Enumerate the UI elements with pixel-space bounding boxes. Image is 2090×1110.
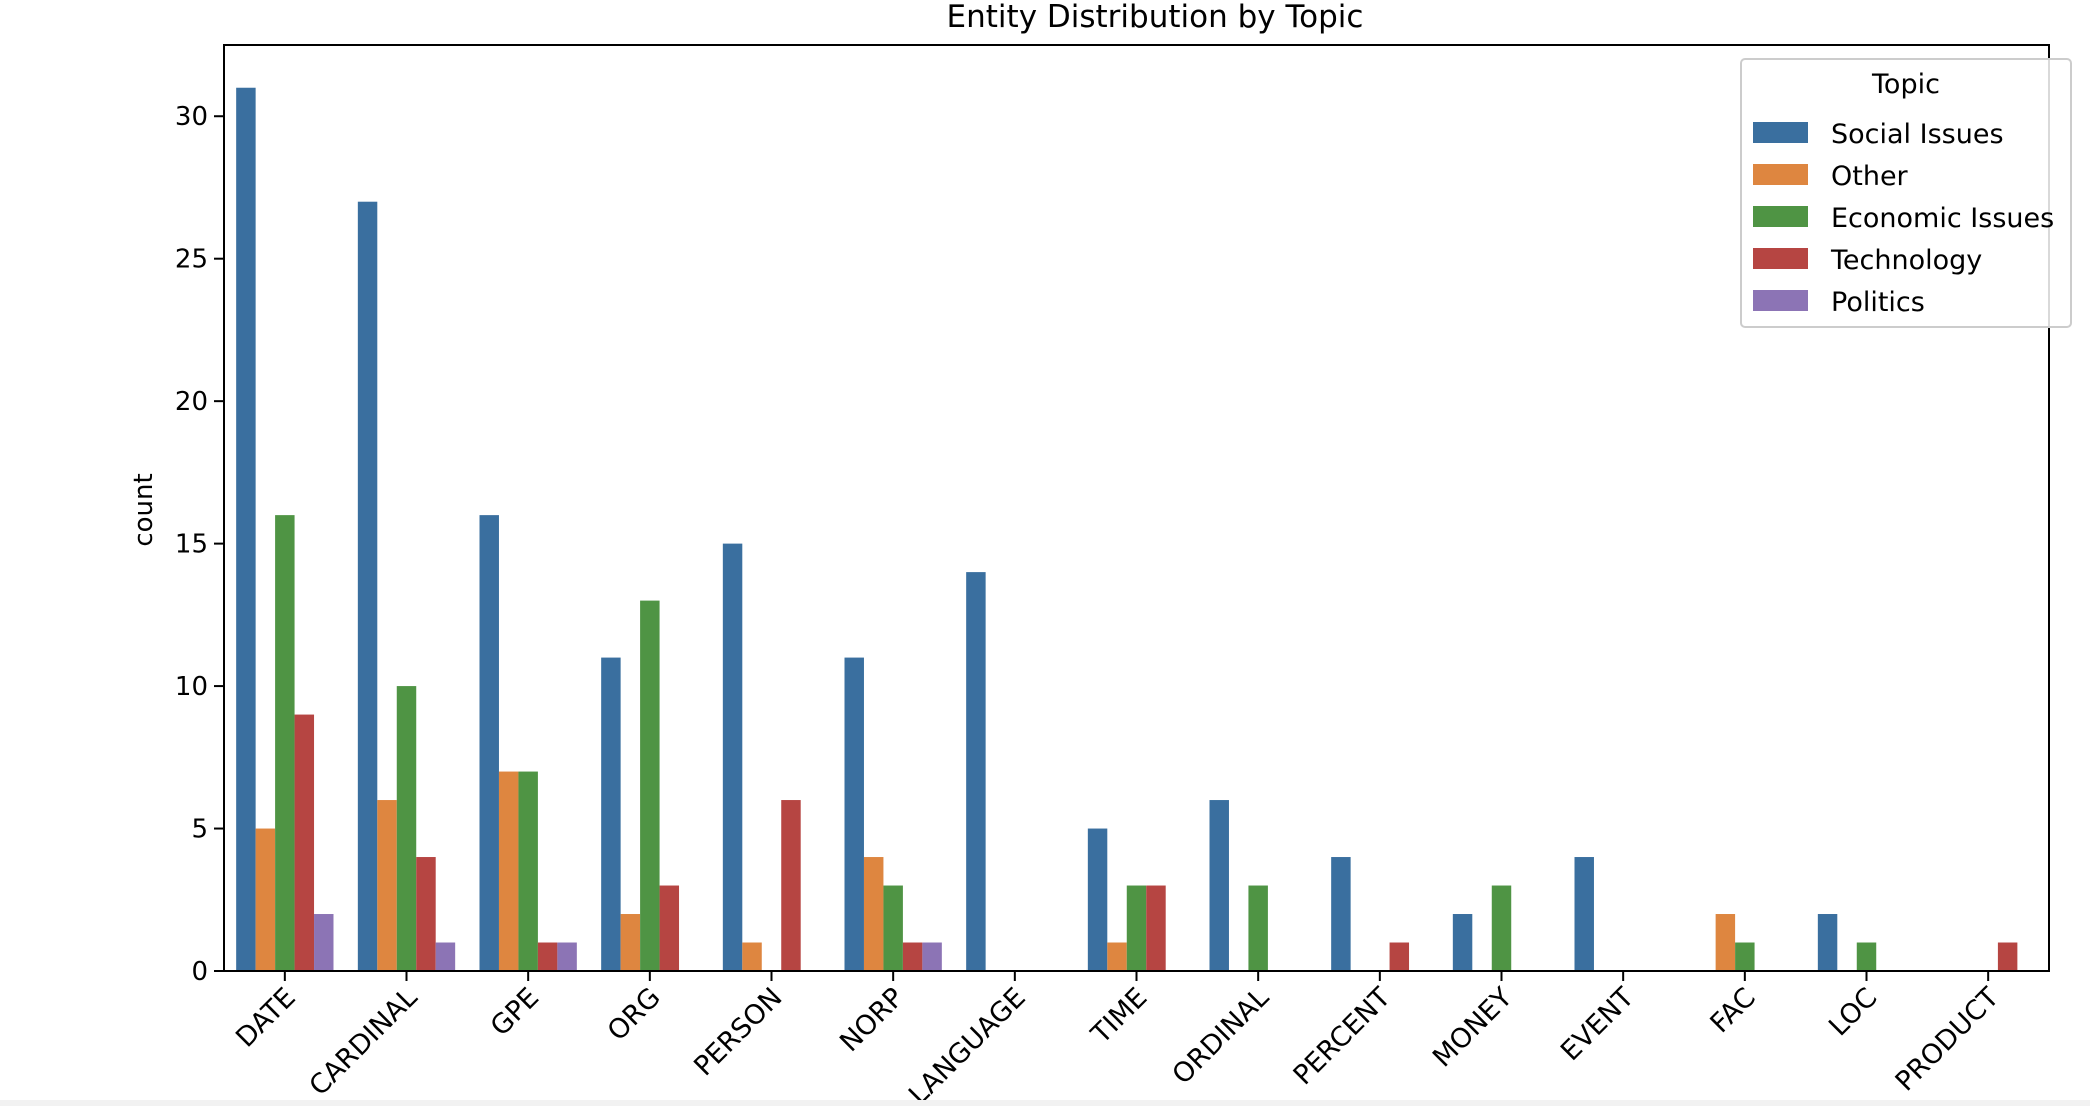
x-tick-label: PRODUCT [1890, 982, 2006, 1098]
legend-label: Social Issues [1831, 119, 2004, 150]
legend-label: Economic Issues [1831, 203, 2054, 234]
x-tick-label: GPE [485, 982, 545, 1042]
bar-gpe-economic-issues [518, 771, 538, 971]
bar-gpe-technology [537, 942, 558, 971]
bar-gpe-politics [557, 942, 577, 971]
bar-cardinal-technology [416, 857, 436, 971]
bar-time-other [1107, 942, 1127, 971]
y-tick-label: 10 [175, 672, 208, 702]
legend-box [1740, 58, 2072, 328]
plot-frame [223, 44, 2050, 972]
bar-person-social-issues [722, 543, 743, 971]
bar-cardinal-social-issues [357, 201, 378, 971]
x-tick-label: LANGUAGE [903, 982, 1032, 1106]
bar-org-technology [659, 885, 680, 971]
x-tick-label: LOC [1823, 982, 1883, 1042]
bar-product-technology [1997, 942, 2018, 971]
bar-event-social-issues [1574, 857, 1594, 971]
bar-cardinal-politics [435, 942, 456, 971]
x-tick-label: DATE [230, 982, 302, 1054]
bar-person-technology [781, 800, 801, 971]
bar-org-social-issues [601, 657, 621, 971]
legend-swatch [1753, 122, 1808, 143]
bar-person-other [742, 942, 762, 971]
y-tick-label: 30 [175, 102, 208, 132]
chart-title: Entity Distribution by Topic [947, 0, 1364, 35]
y-tick-label: 20 [175, 387, 208, 417]
x-tick-label: PERCENT [1288, 982, 1398, 1092]
window-bottom-edge [0, 1100, 2090, 1106]
y-tick-label: 5 [191, 815, 208, 845]
x-tick-label: PERSON [688, 982, 788, 1082]
bar-ordinal-social-issues [1209, 800, 1229, 971]
bar-date-politics [314, 914, 334, 971]
bar-org-economic-issues [640, 600, 660, 971]
legend-title: Topic [1871, 69, 1940, 100]
bar-percent-social-issues [1331, 857, 1351, 971]
bar-date-other [255, 828, 276, 971]
legend-swatch [1753, 248, 1808, 269]
bars-group [236, 87, 2018, 971]
bar-org-other [620, 914, 641, 971]
bar-time-social-issues [1087, 828, 1108, 971]
bar-loc-economic-issues [1856, 942, 1877, 971]
legend: Topic Social Issues Other Economic Issues Te… [1740, 58, 2072, 328]
bar-norp-politics [922, 942, 942, 971]
bar-percent-technology [1389, 942, 1410, 971]
x-tick-label: ORG [602, 982, 667, 1047]
y-tick-label: 0 [191, 957, 208, 987]
x-tick-label: MONEY [1427, 982, 1519, 1074]
x-tick-label: CARDINAL [304, 982, 424, 1102]
x-tick-label: FAC [1705, 982, 1762, 1039]
bar-fac-other [1715, 914, 1736, 971]
y-tick-label: 25 [175, 245, 208, 275]
bar-date-economic-issues [275, 515, 295, 971]
x-tick-label: TIME [1085, 982, 1153, 1050]
y-tick-label: 15 [175, 530, 208, 560]
bar-norp-social-issues [844, 657, 864, 971]
legend-label: Technology [1830, 245, 1982, 276]
bar-money-social-issues [1452, 914, 1473, 971]
bar-cardinal-economic-issues [396, 686, 417, 971]
bar-language-social-issues [966, 572, 986, 971]
x-tick-label: EVENT [1555, 982, 1640, 1067]
bar-norp-other [863, 857, 884, 971]
legend-label: Politics [1831, 287, 1925, 318]
bar-time-economic-issues [1126, 885, 1147, 971]
x-tick-label: ORDINAL [1167, 982, 1276, 1091]
bar-ordinal-economic-issues [1248, 885, 1268, 971]
bar-date-social-issues [236, 87, 256, 971]
bar-gpe-social-issues [479, 515, 499, 971]
legend-swatch [1753, 206, 1808, 227]
y-axis-label: count [129, 473, 159, 546]
bar-cardinal-other [377, 800, 397, 971]
bar-loc-social-issues [1817, 914, 1838, 971]
bar-norp-economic-issues [883, 885, 903, 971]
legend-label: Other [1831, 161, 1909, 192]
bar-norp-technology [902, 942, 923, 971]
legend-swatch [1753, 290, 1808, 311]
x-tick-label: NORP [834, 982, 910, 1058]
y-axis: 0 5 10 15 20 25 30 [175, 102, 224, 987]
legend-swatch [1753, 164, 1808, 185]
bar-money-economic-issues [1491, 885, 1512, 971]
bar-date-technology [294, 714, 315, 971]
bar-gpe-other [498, 771, 519, 971]
bar-time-technology [1146, 885, 1166, 971]
bar-fac-economic-issues [1735, 942, 1755, 971]
